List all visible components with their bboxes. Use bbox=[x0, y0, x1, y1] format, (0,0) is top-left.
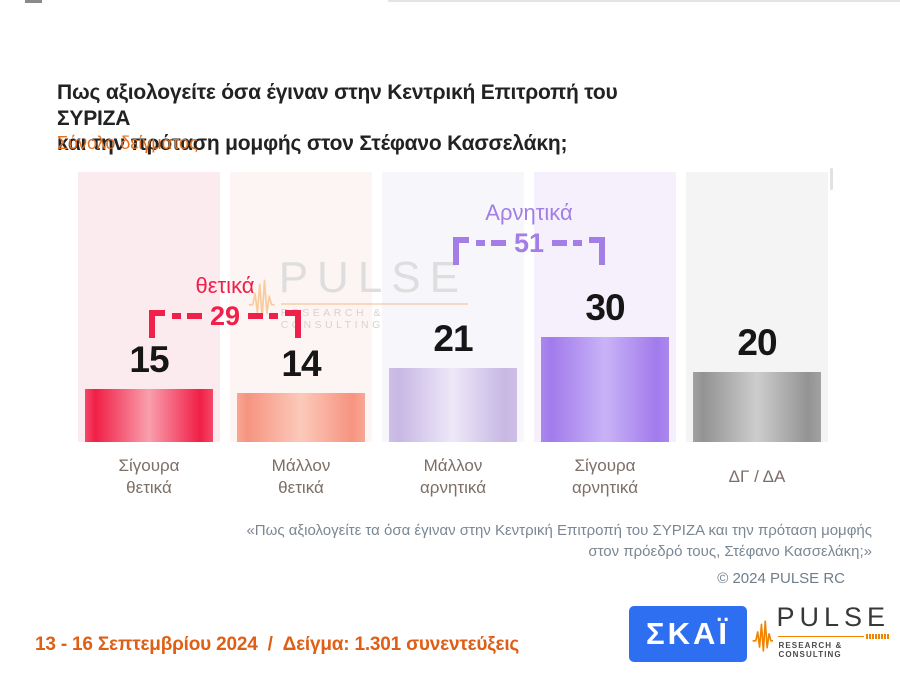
skai-logo: ΣΚΑΪ bbox=[629, 606, 747, 662]
group-positive-label: θετικά bbox=[195, 273, 255, 298]
top-edge-mark bbox=[25, 0, 42, 3]
category-label: Μάλλον αρνητικά bbox=[419, 455, 487, 497]
watermark-rule bbox=[280, 303, 468, 305]
bracket-dash bbox=[186, 313, 202, 320]
bracket-dash bbox=[476, 240, 485, 247]
bracket-corner-left bbox=[453, 237, 470, 266]
pulse-waveform-icon bbox=[752, 620, 774, 652]
bar-value-label: 30 bbox=[585, 287, 625, 328]
survey-date-range: 13 - 16 Σεπτεμβρίου 2024 bbox=[35, 634, 258, 655]
chart-columns: 15 14 21 30 20 bbox=[78, 172, 828, 442]
bar-4 bbox=[541, 337, 669, 442]
bar-3 bbox=[389, 368, 517, 442]
bracket-corner-left bbox=[149, 310, 166, 339]
pulse-logo-rule bbox=[778, 634, 890, 640]
pulse-logo-text: PULSE bbox=[776, 602, 890, 632]
page-title-line2: και την πρόταση μομφής στον Στέφανο Κασσ… bbox=[57, 132, 568, 156]
bracket-dash bbox=[172, 313, 181, 320]
bar-value-label: 20 bbox=[737, 322, 777, 363]
bracket-corner-right bbox=[284, 310, 302, 339]
group-negative-bracket: 51 bbox=[453, 225, 606, 266]
bracket-corner-right bbox=[588, 237, 606, 266]
bar-value-label: 14 bbox=[281, 343, 321, 384]
watermark-tagline: RESEARCH & CONSULTING bbox=[280, 307, 384, 331]
scrollbar-thumb[interactable] bbox=[830, 168, 833, 190]
survey-sample-size: Δείγμα: 1.301 συνεντεύξεις bbox=[282, 634, 520, 655]
skai-logo-text: ΣΚΑΪ bbox=[646, 616, 730, 651]
category-label: Σίγουρα αρνητικά bbox=[571, 455, 639, 497]
bar-value-label: 15 bbox=[129, 339, 169, 380]
chart-column: 15 bbox=[78, 172, 220, 442]
bar-1 bbox=[85, 389, 213, 442]
category-label: Μάλλον θετικά bbox=[271, 455, 331, 497]
chart-column: 30 bbox=[534, 172, 676, 442]
pulse-rule-line bbox=[778, 635, 864, 638]
group-annotation-positive: θετικά 29 bbox=[149, 273, 302, 339]
bracket-dash bbox=[248, 313, 264, 320]
group-positive-bracket: 29 bbox=[149, 298, 302, 339]
category-labels: Σίγουρα θετικά Μάλλον θετικά Μάλλον αρνητι… bbox=[78, 450, 828, 504]
group-negative-label: Αρνητικά bbox=[485, 200, 573, 225]
bar-5 bbox=[693, 372, 821, 442]
watermark-brand-text: PULSE bbox=[278, 253, 468, 302]
bar-2 bbox=[237, 393, 365, 442]
survey-meta: 13 - 16 Σεπτεμβρίου 2024 / Δείγμα: 1.301 σ… bbox=[35, 634, 519, 656]
group-annotation-negative: Αρνητικά 51 bbox=[453, 200, 606, 266]
question-footnote: «Πως αξιολογείτε τα όσα έγιναν στην Κεντ… bbox=[246, 522, 872, 560]
category-label: Σίγουρα θετικά bbox=[118, 455, 180, 497]
bracket-dash bbox=[552, 240, 568, 247]
pulse-rule-mark bbox=[866, 634, 890, 640]
group-positive-value: 29 bbox=[209, 300, 241, 331]
bracket-dash bbox=[269, 313, 278, 320]
copyright-text: © 2024 PULSE RC bbox=[717, 570, 845, 587]
chart-column: 21 bbox=[382, 172, 524, 442]
bracket-dash bbox=[573, 240, 582, 247]
top-edge-line bbox=[388, 0, 900, 2]
page-title: Πως αξιολογείτε όσα έγιναν στην Κεντρική… bbox=[57, 80, 677, 157]
chart-column: 20 bbox=[686, 172, 828, 442]
group-negative-value: 51 bbox=[513, 227, 545, 258]
bar-value-label: 21 bbox=[433, 318, 473, 359]
page-title-line1: Πως αξιολογείτε όσα έγιναν στην Κεντρική… bbox=[57, 81, 618, 130]
page-subtitle: Σύνολο δείγματος bbox=[57, 133, 198, 153]
pulse-logo-tagline: RESEARCH & CONSULTING bbox=[778, 641, 843, 660]
pulse-logo: PULSE RESEARCH & CONSULTING bbox=[752, 602, 890, 668]
bracket-dash bbox=[490, 240, 506, 247]
chart-column: 14 bbox=[230, 172, 372, 442]
survey-meta-separator: / bbox=[267, 634, 273, 655]
category-label: ΔΓ / ΔΑ bbox=[728, 466, 786, 486]
